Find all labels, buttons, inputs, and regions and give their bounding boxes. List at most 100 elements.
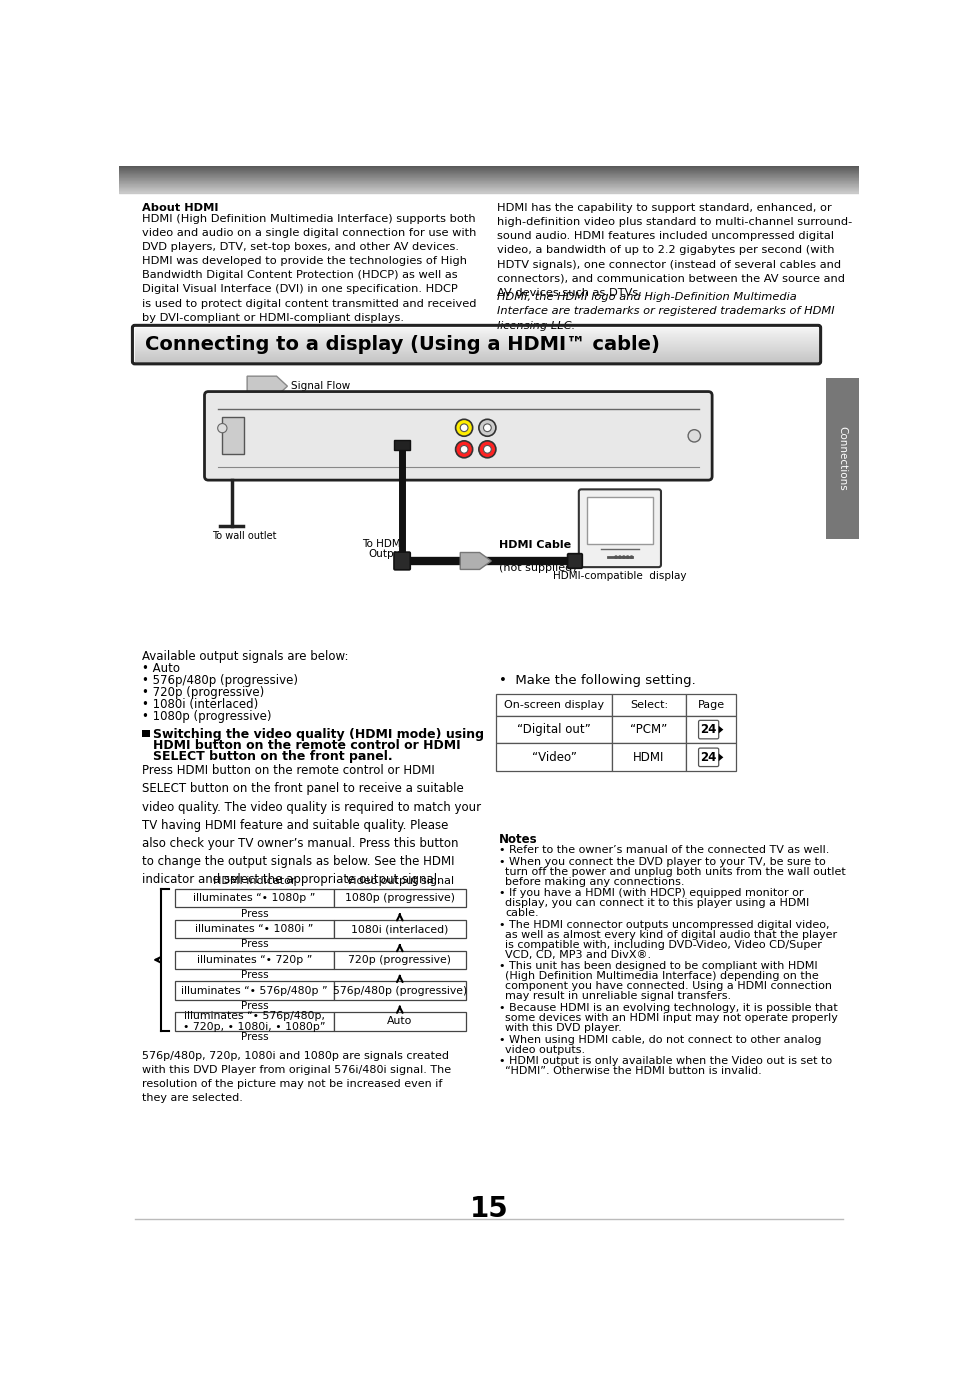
- Circle shape: [478, 419, 496, 436]
- Text: • The HDMI connector outputs uncompressed digital video,: • The HDMI connector outputs uncompresse…: [498, 920, 828, 929]
- Text: Auto: Auto: [387, 1017, 412, 1026]
- Text: 1080i (interlaced): 1080i (interlaced): [351, 924, 448, 934]
- Text: (not supplied): (not supplied): [498, 563, 576, 574]
- FancyBboxPatch shape: [394, 552, 410, 570]
- Bar: [174, 982, 334, 1000]
- Bar: [685, 716, 736, 744]
- Text: HDMI button on the remote control or HDMI: HDMI button on the remote control or HDM…: [153, 739, 460, 752]
- Text: before making any connections.: before making any connections.: [505, 877, 684, 887]
- Text: Select:: Select:: [629, 700, 667, 709]
- Text: Page: Page: [697, 700, 723, 709]
- Text: Signal Flow: Signal Flow: [291, 382, 350, 391]
- Text: • 720p (progressive): • 720p (progressive): [142, 686, 265, 698]
- Bar: [334, 1012, 465, 1030]
- Text: 576p/480p (progressive): 576p/480p (progressive): [333, 986, 466, 996]
- Text: illuminates “• 720p ”: illuminates “• 720p ”: [196, 954, 312, 965]
- Text: turn off the power and unplug both units from the wall outlet: turn off the power and unplug both units…: [505, 867, 845, 877]
- Bar: [496, 716, 612, 744]
- Text: illuminates “• 1080i ”: illuminates “• 1080i ”: [195, 924, 314, 934]
- Text: HDMI: HDMI: [633, 751, 664, 763]
- Text: To HDMI: To HDMI: [361, 539, 403, 549]
- Bar: [612, 744, 685, 772]
- Text: • Because HDMI is an evolving technology, it is possible that: • Because HDMI is an evolving technology…: [498, 1003, 837, 1012]
- Text: display, you can connect it to this player using a HDMI: display, you can connect it to this play…: [505, 898, 808, 909]
- Text: About HDMI: About HDMI: [142, 203, 219, 213]
- Text: Connecting to a display (Using a HDMI™ cable): Connecting to a display (Using a HDMI™ c…: [145, 335, 659, 354]
- Text: some devices with an HDMI input may not operate properly: some devices with an HDMI input may not …: [505, 1012, 837, 1023]
- Text: with this DVD player.: with this DVD player.: [505, 1023, 621, 1033]
- Polygon shape: [718, 754, 722, 761]
- Text: HDMI, the HDMI logo and High-Definition Multimedia
Interface are trademarks or r: HDMI, the HDMI logo and High-Definition …: [497, 292, 834, 331]
- Text: To wall outlet: To wall outlet: [212, 531, 276, 541]
- Text: Press: Press: [240, 971, 268, 981]
- Bar: [586, 496, 653, 544]
- Text: • Auto: • Auto: [142, 662, 180, 675]
- Text: 1080p (progressive): 1080p (progressive): [344, 893, 455, 903]
- Text: • When using HDMI cable, do not connect to other analog: • When using HDMI cable, do not connect …: [498, 1034, 821, 1044]
- Bar: [174, 950, 334, 969]
- Text: Connections: Connections: [837, 426, 846, 491]
- Circle shape: [618, 556, 620, 559]
- Polygon shape: [247, 376, 287, 396]
- Text: 576p/480p, 720p, 1080i and 1080p are signals created
with this DVD Player from o: 576p/480p, 720p, 1080i and 1080p are sig…: [142, 1051, 451, 1102]
- Text: cable.: cable.: [505, 909, 538, 918]
- Bar: [334, 982, 465, 1000]
- Circle shape: [626, 556, 628, 559]
- FancyBboxPatch shape: [567, 553, 581, 568]
- FancyBboxPatch shape: [698, 748, 718, 766]
- Text: HDMI-compatible  display: HDMI-compatible display: [553, 571, 686, 581]
- Circle shape: [217, 423, 227, 433]
- Circle shape: [483, 425, 491, 431]
- Text: may result in unreliable signal transfers.: may result in unreliable signal transfer…: [505, 992, 731, 1001]
- Circle shape: [478, 441, 496, 458]
- FancyBboxPatch shape: [698, 721, 718, 739]
- Text: SELECT button on the front panel.: SELECT button on the front panel.: [153, 750, 393, 762]
- Text: “PCM”: “PCM”: [630, 723, 667, 736]
- Text: HDMI (High Definition Multimedia Interface) supports both
video and audio on a s: HDMI (High Definition Multimedia Interfa…: [142, 214, 476, 322]
- Polygon shape: [459, 552, 491, 570]
- Circle shape: [459, 445, 468, 454]
- Text: HDMI Cable: HDMI Cable: [498, 541, 571, 550]
- Circle shape: [459, 425, 468, 431]
- Bar: [496, 744, 612, 772]
- Bar: [496, 694, 612, 716]
- Text: • When you connect the DVD player to your TV, be sure to: • When you connect the DVD player to you…: [498, 856, 825, 867]
- Text: Press: Press: [240, 1032, 268, 1041]
- Circle shape: [483, 445, 491, 454]
- Text: 720p (progressive): 720p (progressive): [348, 954, 451, 965]
- Text: illuminates “• 1080p ”: illuminates “• 1080p ”: [193, 893, 315, 903]
- Text: “Digital out”: “Digital out”: [517, 723, 590, 736]
- Circle shape: [687, 430, 700, 443]
- Text: • 1080p (progressive): • 1080p (progressive): [142, 709, 272, 722]
- Bar: [174, 920, 334, 938]
- Text: • Refer to the owner’s manual of the connected TV as well.: • Refer to the owner’s manual of the con…: [498, 845, 828, 855]
- Circle shape: [622, 556, 624, 559]
- Text: component you have connected. Using a HDMI connection: component you have connected. Using a HD…: [505, 982, 831, 992]
- Bar: [142, 730, 150, 737]
- Text: • This unit has been designed to be compliant with HDMI: • This unit has been designed to be comp…: [498, 961, 817, 971]
- FancyBboxPatch shape: [578, 490, 660, 567]
- Text: Press: Press: [240, 939, 268, 950]
- Text: Notes: Notes: [498, 833, 537, 846]
- Bar: [174, 1012, 334, 1030]
- Text: HDMI has the capability to support standard, enhanced, or
high-definition video : HDMI has the capability to support stand…: [497, 203, 852, 297]
- Text: Video output signal: Video output signal: [345, 875, 454, 887]
- Text: illuminates “• 576p/480p,
• 720p, • 1080i, • 1080p”: illuminates “• 576p/480p, • 720p, • 1080…: [183, 1011, 325, 1032]
- Text: (High Definition Multimedia Interface) depending on the: (High Definition Multimedia Interface) d…: [505, 971, 818, 982]
- Text: • 1080i (interlaced): • 1080i (interlaced): [142, 697, 258, 711]
- Text: Output: Output: [369, 549, 405, 559]
- Bar: [612, 716, 685, 744]
- Text: VCD, CD, MP3 and DivX®.: VCD, CD, MP3 and DivX®.: [505, 950, 651, 960]
- Text: On-screen display: On-screen display: [503, 700, 603, 709]
- Bar: [685, 744, 736, 772]
- Circle shape: [630, 556, 632, 559]
- Bar: [222, 418, 244, 454]
- Circle shape: [615, 556, 617, 559]
- Text: illuminates “• 576p/480p ”: illuminates “• 576p/480p ”: [181, 986, 328, 996]
- Text: as well as almost every kind of digital audio that the player: as well as almost every kind of digital …: [505, 929, 837, 940]
- Text: • 576p/480p (progressive): • 576p/480p (progressive): [142, 674, 298, 687]
- Text: “Video”: “Video”: [531, 751, 576, 763]
- Text: video outputs.: video outputs.: [505, 1044, 585, 1054]
- Text: “HDMI”. Otherwise the HDMI button is invalid.: “HDMI”. Otherwise the HDMI button is inv…: [505, 1066, 761, 1076]
- Circle shape: [456, 419, 472, 436]
